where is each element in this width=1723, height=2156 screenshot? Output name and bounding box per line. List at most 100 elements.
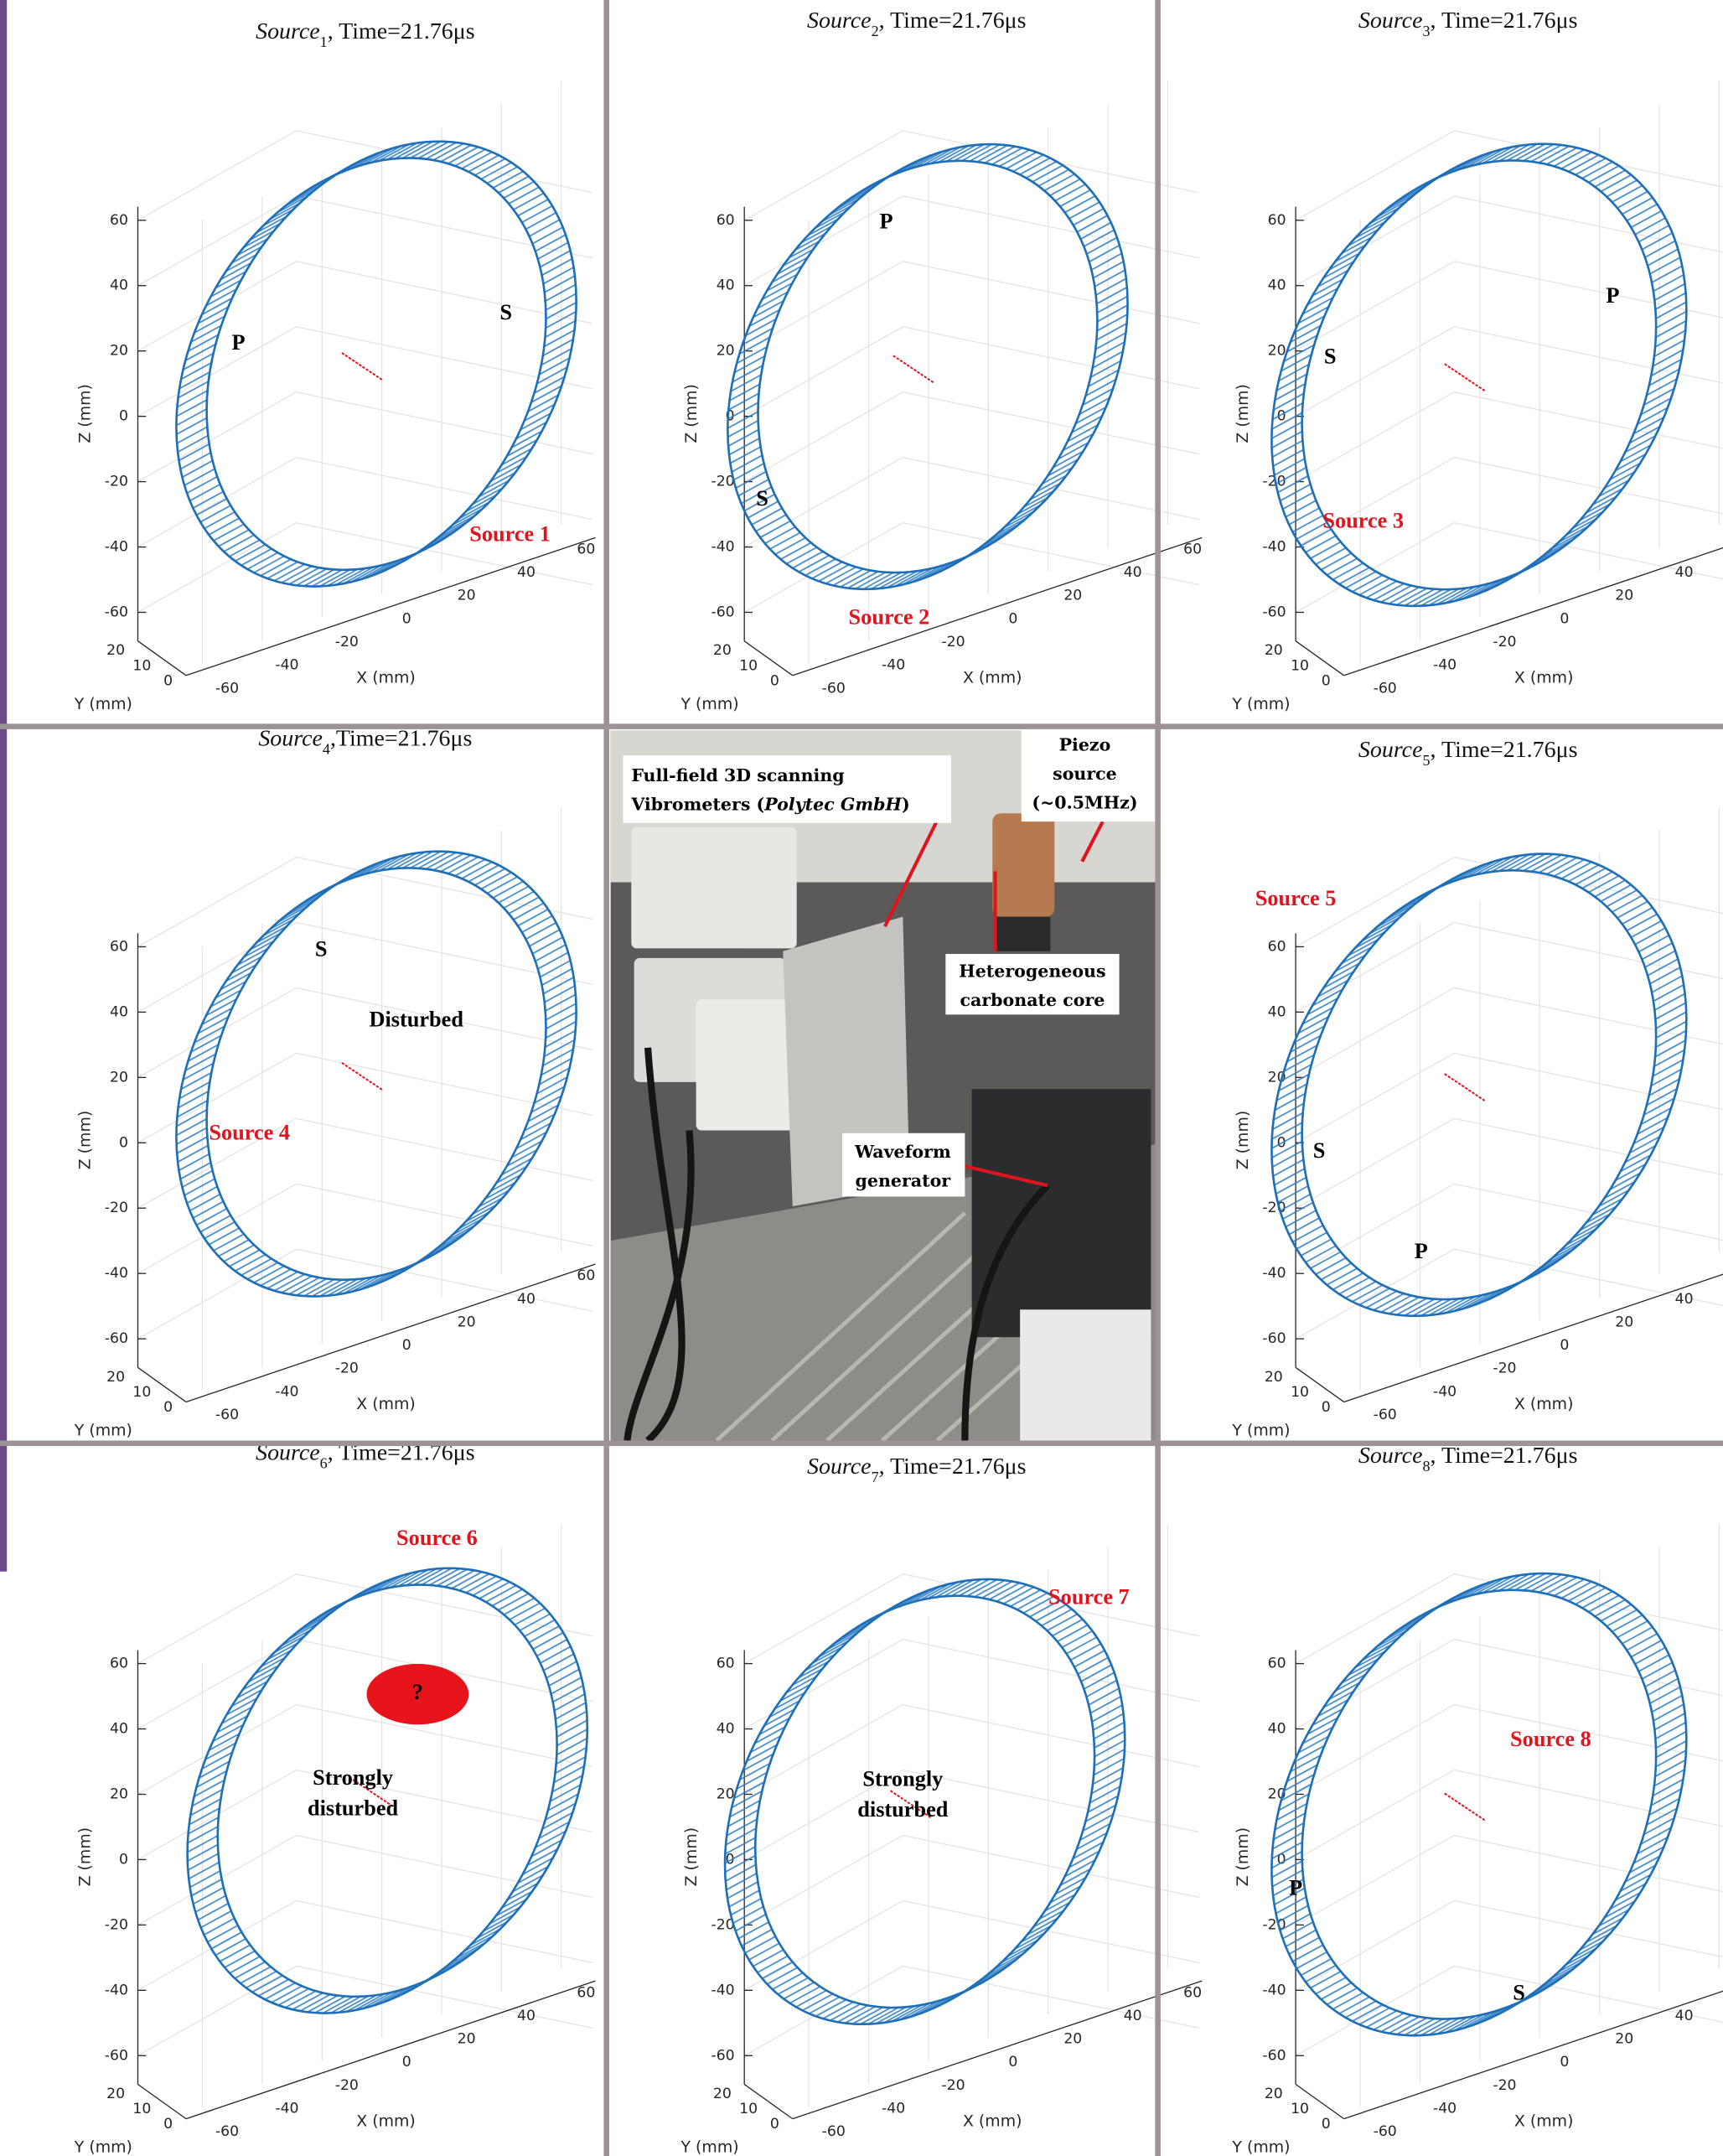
photo-label: Waveform <box>854 1141 951 1161</box>
z-tick-label: -20 <box>105 1200 128 1216</box>
photo-label: Vibrometers (Polytec GmbH) <box>630 794 909 814</box>
x-tick-label: -40 <box>1433 657 1457 674</box>
ring-rim <box>1301 853 1688 1301</box>
x-tick-label: 20 <box>458 588 476 604</box>
z-tick-label: 40 <box>1268 1721 1286 1738</box>
y-tick-label: 20 <box>1265 2086 1283 2102</box>
ring-rim <box>205 140 577 572</box>
title-rest: , Time=21.76μs <box>328 18 475 44</box>
grid-line <box>743 1573 903 1665</box>
z-tick-label: -20 <box>711 1916 734 1933</box>
x-tick-label: 40 <box>1124 2008 1142 2024</box>
z-tick-label: 40 <box>110 1721 128 1738</box>
ring-rim <box>1270 869 1658 1318</box>
axis-line <box>137 640 187 676</box>
z-tick-label: 0 <box>119 1851 128 1868</box>
core-stand <box>995 916 1051 951</box>
grid-line <box>903 1638 1200 1703</box>
y-tick-label: 20 <box>106 2086 125 2102</box>
label-part: Waveform <box>854 1141 951 1161</box>
panel-title: Source1, Time=21.76μs <box>256 18 475 50</box>
z-tick-label: -60 <box>105 1330 128 1347</box>
grid-line <box>1295 987 1455 1078</box>
axis-line <box>185 536 596 676</box>
z-tick-label: -40 <box>105 1982 128 1998</box>
z-tick-label: -60 <box>1262 604 1286 620</box>
x-tick-label: 0 <box>1008 610 1017 627</box>
title-subscript: 2 <box>872 23 879 39</box>
grid-line <box>1454 856 1723 915</box>
ring-rim <box>175 157 547 588</box>
grid-line <box>903 391 1200 455</box>
z-tick-label: 20 <box>717 343 735 360</box>
grid-line <box>1454 1117 1723 1176</box>
grid-line <box>743 522 903 614</box>
title-rest: ,Time=21.76μs <box>330 726 472 752</box>
panel-title: Source7, Time=21.76μs <box>807 1454 1027 1485</box>
x-tick-label: -20 <box>335 2077 359 2094</box>
y-tick-label: 20 <box>106 642 125 659</box>
grid-line <box>1295 130 1455 221</box>
carbonate-core <box>992 813 1055 917</box>
axis-line <box>792 1980 1203 2120</box>
source-direction <box>893 355 935 384</box>
photo-label: Piezo <box>1059 734 1111 754</box>
grid-line <box>296 521 593 586</box>
axis-line <box>137 2083 187 2120</box>
z-tick-label: 40 <box>717 277 735 294</box>
label-box <box>841 1132 965 1197</box>
x-tick-label: 0 <box>1560 1337 1569 1354</box>
label-part: Polytec GmbH <box>763 794 902 814</box>
ring-rim <box>216 1567 589 1998</box>
y-tick-label: 10 <box>132 657 151 674</box>
ring-rim <box>1270 159 1658 608</box>
title-name: Source <box>807 1454 872 1480</box>
grid-line <box>903 130 1200 194</box>
grid-line <box>1295 1965 1455 2056</box>
grid-line <box>1454 1703 1723 1762</box>
title-name: Source <box>1358 737 1423 763</box>
annotation: disturbed <box>857 1797 949 1822</box>
axis-line <box>743 2083 794 2120</box>
annotation: Source 3 <box>1322 508 1404 532</box>
annotation: disturbed <box>308 1796 399 1820</box>
axis-line <box>1343 1273 1723 1403</box>
z-tick-label: 60 <box>1268 938 1286 955</box>
x-tick-label: 20 <box>458 2031 476 2048</box>
photo-label: source <box>1053 764 1117 784</box>
x-tick-label: 60 <box>577 541 595 557</box>
z-tick-label: 20 <box>1268 343 1286 360</box>
axis-line <box>1295 2083 1345 2120</box>
photo-label: generator <box>856 1170 952 1190</box>
grid-line <box>743 1965 903 2056</box>
z-tick-label: 0 <box>119 1134 128 1151</box>
annotation: P <box>1415 1239 1428 1263</box>
grid-line <box>743 1704 903 1796</box>
x-tick-label: 0 <box>1560 610 1569 627</box>
grid-line <box>137 1834 297 1925</box>
grid-line <box>903 1965 1200 2029</box>
grid-line <box>1454 1899 1723 1958</box>
y-tick-label: 10 <box>132 2101 151 2117</box>
x-tick-label: 0 <box>402 610 411 627</box>
grid-line <box>296 391 593 455</box>
y-axis-label: Y (mm) <box>680 2138 738 2156</box>
annotation: Source 2 <box>849 604 930 629</box>
z-tick-label: 20 <box>110 343 128 360</box>
grid-line <box>1295 391 1455 483</box>
title-rest: , Time=21.76μs <box>1431 8 1578 34</box>
grid-line <box>743 326 903 417</box>
label-box <box>1021 730 1156 822</box>
x-tick-label: -40 <box>1433 1383 1457 1400</box>
grid-line <box>1454 261 1723 319</box>
label-part: Vibrometers ( <box>630 794 764 814</box>
title-subscript: 1 <box>320 34 328 50</box>
photo-panel: Full-field 3D scanning Vibrometers (Polyt… <box>610 730 1156 1443</box>
z-tick-label: 40 <box>1268 1003 1286 1020</box>
label-part: source <box>1053 764 1117 784</box>
z-tick-label: 40 <box>110 277 128 294</box>
label-part: carbonate core <box>960 989 1105 1009</box>
